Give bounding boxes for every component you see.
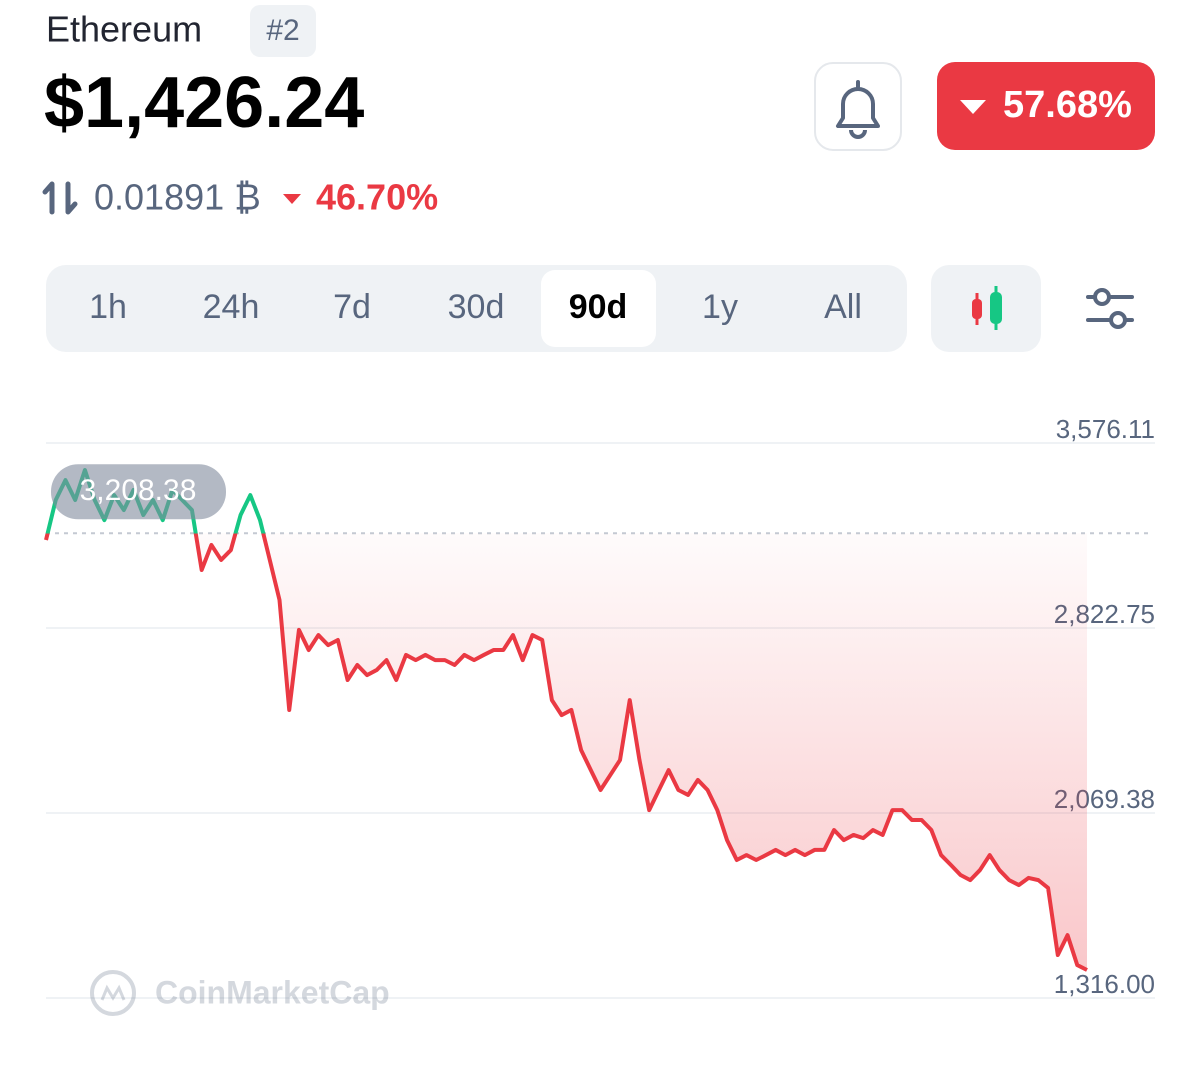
rank: #2	[266, 14, 299, 47]
area-fill	[46, 533, 1087, 971]
range-tab[interactable]: 1h	[89, 288, 127, 326]
price-line	[44, 468, 1088, 972]
candle-toggle[interactable]	[931, 265, 1041, 352]
change-badge[interactable]: 57.68%	[937, 62, 1155, 150]
price-chart: 3,576.112,822.752,069.381,316.003,208.38	[44, 414, 1155, 999]
alert-button[interactable]	[814, 62, 902, 151]
watermark: CoinMarketCap	[90, 970, 390, 1016]
range-tab[interactable]: 1y	[702, 288, 738, 326]
rank-badge	[250, 5, 316, 57]
y-tick-label: 3,576.11	[1056, 414, 1155, 444]
range-tab[interactable]: 90d	[569, 288, 628, 326]
change-percent: 57.68%	[1003, 84, 1132, 126]
range-tab[interactable]: 7d	[333, 288, 371, 326]
y-tick-label: 1,316.00	[1054, 969, 1155, 999]
range-tab[interactable]: 24h	[203, 288, 260, 326]
swap-icon	[42, 181, 78, 215]
range-tab[interactable]: All	[824, 288, 862, 326]
down-arrow	[283, 194, 301, 204]
watermark-text: CoinMarketCap	[155, 974, 390, 1010]
coin-name: Ethereum	[46, 9, 202, 50]
price: $1,426.24	[44, 63, 364, 143]
settings-button[interactable]	[1086, 288, 1134, 329]
reference-label: 3,208.38	[80, 474, 197, 507]
range-tabs	[46, 265, 907, 352]
btc-change: 46.70%	[316, 177, 438, 218]
reference-pill	[51, 464, 226, 520]
range-tab[interactable]: 30d	[448, 288, 505, 326]
btc-price: 0.01891 ₿	[94, 177, 261, 218]
selected-tab	[541, 270, 656, 347]
